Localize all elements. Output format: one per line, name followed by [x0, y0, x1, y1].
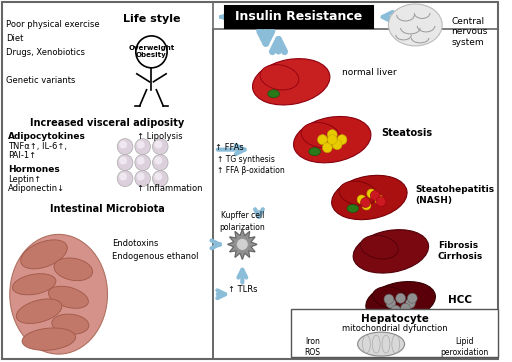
Circle shape [360, 198, 370, 207]
Text: PAI-1↑: PAI-1↑ [8, 151, 36, 160]
Circle shape [375, 195, 383, 204]
Ellipse shape [268, 90, 280, 98]
Ellipse shape [12, 274, 56, 295]
Circle shape [386, 298, 396, 308]
Circle shape [155, 173, 162, 181]
Circle shape [135, 171, 151, 186]
Ellipse shape [373, 287, 408, 308]
Text: Leptin↑: Leptin↑ [8, 174, 41, 184]
Circle shape [119, 173, 127, 181]
Text: Endotoxins
Endogenous ethanol: Endotoxins Endogenous ethanol [112, 239, 199, 261]
Circle shape [362, 201, 371, 210]
Circle shape [153, 139, 168, 155]
Circle shape [117, 155, 133, 171]
Text: Adipocytokines: Adipocytokines [8, 132, 86, 141]
Text: HCC: HCC [447, 295, 472, 305]
Circle shape [332, 140, 342, 150]
Circle shape [137, 173, 144, 181]
Circle shape [135, 139, 151, 155]
Ellipse shape [366, 282, 435, 321]
Text: ↑ TG synthesis
↑ FFA β-oxidation: ↑ TG synthesis ↑ FFA β-oxidation [217, 155, 285, 176]
Ellipse shape [10, 235, 108, 354]
Text: Steatohepatitis
(NASH): Steatohepatitis (NASH) [415, 185, 495, 205]
Ellipse shape [301, 122, 340, 148]
Ellipse shape [389, 4, 442, 46]
Circle shape [327, 130, 337, 140]
Circle shape [327, 135, 337, 145]
Circle shape [367, 189, 376, 198]
Text: Fibrosis
Cirrhosis: Fibrosis Cirrhosis [438, 241, 483, 261]
Text: ↑ TLRs: ↑ TLRs [227, 285, 257, 294]
Ellipse shape [52, 314, 89, 334]
Text: Hormones: Hormones [8, 165, 59, 174]
Ellipse shape [252, 59, 330, 105]
Circle shape [406, 298, 415, 308]
Text: Overweight
Obesity: Overweight Obesity [129, 45, 175, 58]
Ellipse shape [260, 65, 299, 90]
Text: TNFα↑, IL-6↑,: TNFα↑, IL-6↑, [8, 142, 67, 151]
Circle shape [370, 190, 380, 201]
Ellipse shape [22, 328, 76, 350]
Circle shape [153, 171, 168, 186]
Text: Kupffer cell
polarization: Kupffer cell polarization [220, 211, 265, 232]
Text: Diet: Diet [6, 34, 23, 43]
Ellipse shape [353, 230, 429, 273]
Circle shape [117, 171, 133, 186]
Text: Hepatocyte: Hepatocyte [361, 314, 429, 324]
Circle shape [137, 157, 144, 165]
Text: mitochondrial dyfunction: mitochondrial dyfunction [342, 324, 447, 333]
Circle shape [119, 157, 127, 165]
Circle shape [135, 155, 151, 171]
Text: Drugs, Xenobiotics: Drugs, Xenobiotics [6, 48, 85, 57]
Circle shape [155, 141, 162, 149]
Text: ↑ Inflammation: ↑ Inflammation [137, 184, 202, 193]
Circle shape [117, 139, 133, 155]
Text: Genetic variants: Genetic variants [6, 76, 75, 85]
Text: Insulin Resistance: Insulin Resistance [236, 10, 362, 24]
Text: ↑ FFAs: ↑ FFAs [215, 143, 244, 152]
Circle shape [376, 197, 386, 206]
Text: Steatosis: Steatosis [381, 128, 432, 138]
Text: Central
nervous
system: Central nervous system [452, 17, 488, 47]
Circle shape [357, 195, 366, 204]
Text: Increased visceral adiposity: Increased visceral adiposity [30, 118, 185, 128]
Circle shape [400, 303, 411, 313]
Text: ↑ Lipolysis: ↑ Lipolysis [137, 132, 182, 141]
Circle shape [396, 293, 406, 303]
Ellipse shape [347, 205, 358, 212]
Text: Adiponectin↓: Adiponectin↓ [8, 184, 65, 193]
Text: Lipid
peroxidation: Lipid peroxidation [440, 337, 488, 357]
Ellipse shape [293, 117, 371, 163]
Text: normal liver: normal liver [342, 68, 397, 77]
Ellipse shape [49, 286, 89, 308]
Circle shape [337, 135, 347, 145]
Text: Iron
ROS: Iron ROS [305, 337, 321, 357]
Ellipse shape [339, 181, 377, 205]
Circle shape [323, 143, 332, 153]
Ellipse shape [360, 235, 398, 259]
Text: Intestinal Microbiota: Intestinal Microbiota [50, 205, 165, 214]
Circle shape [119, 141, 127, 149]
Ellipse shape [332, 175, 407, 220]
Ellipse shape [20, 240, 67, 269]
Ellipse shape [358, 332, 404, 356]
Circle shape [153, 155, 168, 171]
Polygon shape [228, 230, 257, 259]
Circle shape [391, 305, 400, 315]
Text: Life style: Life style [123, 14, 181, 24]
Circle shape [317, 135, 327, 145]
Polygon shape [225, 6, 373, 28]
Circle shape [384, 294, 394, 304]
Circle shape [408, 293, 417, 303]
Ellipse shape [54, 258, 93, 281]
Ellipse shape [16, 299, 62, 324]
Ellipse shape [309, 148, 321, 156]
Polygon shape [291, 309, 498, 357]
Circle shape [237, 239, 248, 251]
Text: Poor physical exercise: Poor physical exercise [6, 20, 99, 29]
Circle shape [155, 157, 162, 165]
Circle shape [137, 141, 144, 149]
